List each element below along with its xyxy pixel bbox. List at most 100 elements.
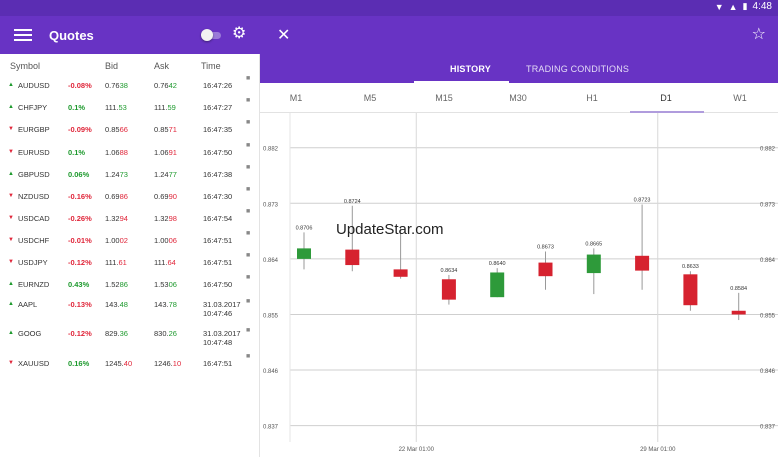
quote-row[interactable]: ▼ XAUUSD 0.16% 1245.40 1246.10 16:47:51 ■ [0, 353, 255, 375]
mode-toggle[interactable] [201, 29, 223, 41]
timeframe-m5[interactable]: M5 [363, 93, 377, 103]
quote-row[interactable]: ▼ USDCAD -0.26% 1.3294 1.3298 16:47:54 ■ [0, 208, 255, 230]
quote-change: -0.01% [68, 236, 92, 245]
direction-icon: ▲ [8, 104, 14, 110]
y-tick-label-left: 0.837 [263, 425, 279, 431]
quote-change: -0.26% [68, 214, 92, 223]
timeframe-h1[interactable]: H1 [586, 93, 598, 103]
direction-icon: ▼ [8, 237, 14, 243]
more-icon[interactable]: ■ [246, 208, 251, 215]
quote-ask: 111.59 [154, 103, 176, 112]
more-icon[interactable]: ■ [246, 119, 251, 126]
candle-body[interactable] [297, 248, 311, 259]
quote-bid: 0.8566 [105, 125, 128, 134]
quote-symbol: NZDUSD [18, 192, 50, 201]
quote-symbol: EURUSD [18, 148, 50, 157]
quote-time: 16:47:54 [203, 214, 233, 223]
quote-time: 16:47:51 [203, 258, 233, 267]
quote-row[interactable]: ▼ USDCHF -0.01% 1.0002 1.0006 16:47:51 ■ [0, 230, 255, 252]
direction-icon: ▲ [8, 330, 14, 336]
header-ask: Ask [154, 61, 170, 71]
x-tick-label: 22 Mar 01:00 [399, 447, 435, 453]
quote-ask: 1.3298 [154, 214, 177, 223]
timeframe-w1[interactable]: W1 [733, 93, 747, 103]
quote-row[interactable]: ▼ EURUSD 0.1% 1.0688 1.0691 16:47:50 ■ [0, 142, 255, 164]
quote-bid: 1.2473 [105, 170, 128, 179]
candle-body[interactable] [683, 274, 698, 306]
network-icon: ▲ [728, 1, 738, 12]
quote-time: 16:47:50 [203, 148, 233, 157]
quote-row[interactable]: ▲ AAPL -0.13% 143.48 143.78 31.03.2017 10:47:… [0, 298, 255, 320]
quote-symbol: EURGBP [18, 125, 50, 134]
quote-row[interactable]: ▲ GBPUSD 0.06% 1.2473 1.2477 16:47:38 ■ [0, 164, 255, 186]
quote-change: 0.1% [68, 103, 86, 112]
direction-icon: ▼ [8, 259, 14, 265]
quote-time: 16:47:51 [203, 359, 233, 368]
close-icon[interactable]: ✕ [277, 27, 291, 44]
x-tick-label: 29 Mar 01:00 [640, 447, 676, 453]
more-icon[interactable]: ■ [246, 252, 251, 259]
more-icon[interactable]: ■ [246, 274, 251, 281]
quote-row[interactable]: ▼ EURGBP -0.09% 0.8566 0.8571 16:47:35 ■ [0, 119, 255, 141]
more-icon[interactable]: ■ [246, 186, 251, 193]
menu-icon[interactable] [14, 26, 32, 42]
quote-row[interactable]: ▼ USDJPY -0.12% 111.61 111.64 16:47:51 ■ [0, 252, 255, 274]
quote-change: -0.12% [68, 329, 92, 338]
quote-bid: 1.5286 [105, 280, 128, 289]
more-icon[interactable]: ■ [246, 75, 251, 82]
quote-ask: 111.64 [154, 258, 176, 267]
tab-history[interactable]: HISTORY [450, 64, 491, 74]
quote-ask: 1246.10 [154, 359, 182, 368]
timeframe-m1[interactable]: M1 [289, 93, 303, 103]
quote-row[interactable]: ▲ GOOG -0.12% 829.36 830.26 31.03.2017 10:47:… [0, 327, 255, 349]
quote-row[interactable]: ▲ AUDUSD -0.08% 0.7638 0.7642 16:47:26 ■ [0, 75, 255, 97]
more-icon[interactable]: ■ [246, 353, 251, 360]
y-tick-label-left: 0.855 [263, 313, 279, 319]
star-icon[interactable]: ☆ [751, 26, 766, 43]
more-icon[interactable]: ■ [246, 298, 251, 305]
quote-symbol: AAPL [18, 300, 38, 309]
timeframe-m15[interactable]: M15 [435, 93, 453, 103]
candle-body[interactable] [393, 269, 408, 277]
quote-symbol: AUDUSD [18, 81, 50, 90]
quote-row[interactable]: ▲ EURNZD 0.43% 1.5286 1.5306 16:47:50 ■ [0, 274, 255, 296]
direction-icon: ▼ [8, 215, 14, 221]
candle-label: 0.8634 [440, 268, 457, 274]
candle-body[interactable] [345, 249, 360, 266]
candle-label: 0.8706 [296, 225, 313, 231]
quote-ask: 0.7642 [154, 81, 177, 90]
candle-body[interactable] [441, 279, 456, 300]
more-icon[interactable]: ■ [246, 142, 251, 149]
quote-bid: 829.36 [105, 329, 128, 338]
header-time: Time [201, 61, 221, 71]
timeframe-m30[interactable]: M30 [509, 93, 527, 103]
y-tick-label-left: 0.864 [263, 258, 279, 264]
quote-change: 0.1% [68, 148, 86, 157]
more-icon[interactable]: ■ [246, 164, 251, 171]
quote-row[interactable]: ▲ CHFJPY 0.1% 111.53 111.59 16:47:27 ■ [0, 97, 255, 119]
quote-ask: 1.0006 [154, 236, 177, 245]
timeframe-d1[interactable]: D1 [660, 93, 672, 103]
more-icon[interactable]: ■ [246, 97, 251, 104]
quote-bid: 143.48 [105, 300, 128, 309]
candle-body[interactable] [731, 310, 746, 315]
y-tick-label-right: 0.846 [760, 369, 776, 375]
y-tick-label-right: 0.855 [760, 313, 776, 319]
candle-body[interactable] [490, 272, 505, 298]
gear-icon[interactable]: ⚙ [232, 25, 247, 42]
quote-row[interactable]: ▼ NZDUSD -0.16% 0.6986 0.6990 16:47:30 ■ [0, 186, 255, 208]
quote-ask: 1.2477 [154, 170, 177, 179]
quote-bid: 0.6986 [105, 192, 128, 201]
candle-body[interactable] [586, 254, 601, 274]
tab-trading-conditions[interactable]: TRADING CONDITIONS [526, 64, 630, 74]
more-icon[interactable]: ■ [246, 327, 251, 334]
quote-ask: 0.6990 [154, 192, 177, 201]
quote-time: 16:47:51 [203, 236, 233, 245]
candlestick-chart[interactable]: 0.882 0.882 0.873 0.873 0.864 0.864 0.855 0.855… [260, 113, 778, 457]
timeframe-bar: M1 M5 M15 M30 H1 D1 W1 [260, 83, 778, 113]
more-icon[interactable]: ■ [246, 230, 251, 237]
quote-bid: 1.3294 [105, 214, 128, 223]
watermark: UpdateStar.com [336, 221, 444, 238]
candle-body[interactable] [538, 262, 553, 277]
candle-body[interactable] [635, 255, 650, 271]
